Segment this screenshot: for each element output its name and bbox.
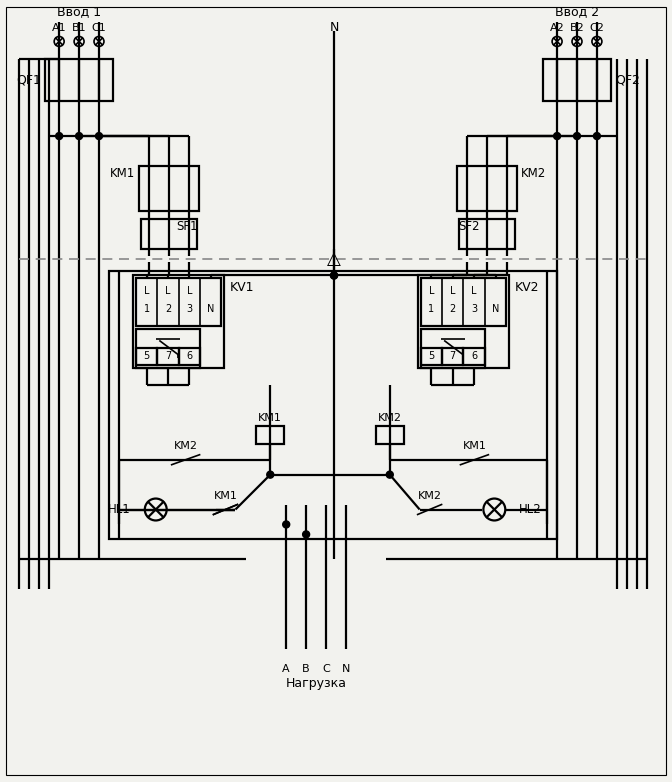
Bar — [421, 278, 506, 326]
Text: KM2: KM2 — [417, 490, 442, 500]
Text: △: △ — [327, 249, 341, 267]
Text: KV1: KV1 — [229, 281, 254, 294]
Text: HL1: HL1 — [108, 503, 131, 516]
Bar — [376, 426, 404, 443]
Text: 2: 2 — [165, 304, 171, 314]
Bar — [421, 329, 485, 368]
Circle shape — [283, 521, 290, 528]
Bar — [136, 348, 157, 365]
Text: L: L — [165, 286, 171, 296]
Text: 6: 6 — [186, 351, 192, 361]
Circle shape — [331, 272, 337, 279]
Text: L: L — [144, 286, 149, 296]
Bar — [458, 166, 517, 210]
Text: 5: 5 — [143, 351, 150, 361]
Text: 7: 7 — [450, 351, 456, 361]
Bar — [418, 275, 509, 368]
Text: KV2: KV2 — [514, 281, 539, 294]
Text: KM1: KM1 — [214, 490, 237, 500]
Text: 6: 6 — [471, 351, 477, 361]
Bar — [109, 271, 557, 540]
Text: Ввод 1: Ввод 1 — [57, 5, 101, 18]
Text: QF2: QF2 — [615, 74, 640, 87]
Text: KM2: KM2 — [521, 167, 546, 181]
Bar — [133, 275, 224, 368]
Text: Нагрузка: Нагрузка — [286, 677, 347, 691]
Circle shape — [554, 133, 560, 139]
Circle shape — [95, 133, 102, 139]
Text: QF1: QF1 — [16, 74, 41, 87]
Text: 1: 1 — [428, 304, 434, 314]
Circle shape — [331, 272, 337, 279]
Text: SF2: SF2 — [459, 221, 480, 233]
Text: B: B — [302, 664, 310, 674]
Bar — [543, 59, 611, 101]
Text: L: L — [472, 286, 477, 296]
Text: 3: 3 — [186, 304, 192, 314]
Bar — [464, 348, 485, 365]
Text: 1: 1 — [144, 304, 150, 314]
Bar — [136, 278, 222, 326]
Text: C1: C1 — [91, 23, 106, 33]
Text: A2: A2 — [550, 23, 564, 33]
Bar — [136, 329, 200, 368]
Text: 5: 5 — [428, 351, 435, 361]
Text: C: C — [322, 664, 330, 674]
Text: N: N — [492, 304, 499, 314]
Bar — [179, 348, 200, 365]
Bar — [139, 166, 198, 210]
Text: N: N — [207, 304, 214, 314]
Bar — [421, 348, 442, 365]
Text: N: N — [329, 21, 339, 34]
Circle shape — [75, 133, 83, 139]
Text: L: L — [429, 286, 434, 296]
Text: A1: A1 — [52, 23, 67, 33]
Text: 7: 7 — [165, 351, 171, 361]
Text: HL2: HL2 — [519, 503, 542, 516]
Bar — [141, 219, 197, 249]
Bar — [45, 59, 113, 101]
Circle shape — [573, 133, 581, 139]
Text: KM1: KM1 — [110, 167, 135, 181]
Bar — [442, 348, 464, 365]
Text: L: L — [187, 286, 192, 296]
Circle shape — [56, 133, 62, 139]
Text: SF1: SF1 — [176, 221, 198, 233]
Text: C2: C2 — [589, 23, 604, 33]
Text: B1: B1 — [72, 23, 87, 33]
Circle shape — [302, 531, 310, 538]
Circle shape — [593, 133, 600, 139]
Text: 3: 3 — [471, 304, 477, 314]
Circle shape — [267, 472, 274, 478]
Text: KM1: KM1 — [258, 413, 282, 423]
Bar — [256, 426, 284, 443]
Circle shape — [386, 472, 393, 478]
Bar — [157, 348, 179, 365]
Text: A: A — [282, 664, 290, 674]
Text: Ввод 2: Ввод 2 — [555, 5, 599, 18]
Text: KM2: KM2 — [378, 413, 402, 423]
Text: N: N — [342, 664, 350, 674]
Text: KM2: KM2 — [173, 441, 198, 450]
Text: KM1: KM1 — [462, 441, 487, 450]
Bar — [460, 219, 515, 249]
Text: L: L — [450, 286, 456, 296]
Text: 2: 2 — [450, 304, 456, 314]
Text: B2: B2 — [570, 23, 585, 33]
